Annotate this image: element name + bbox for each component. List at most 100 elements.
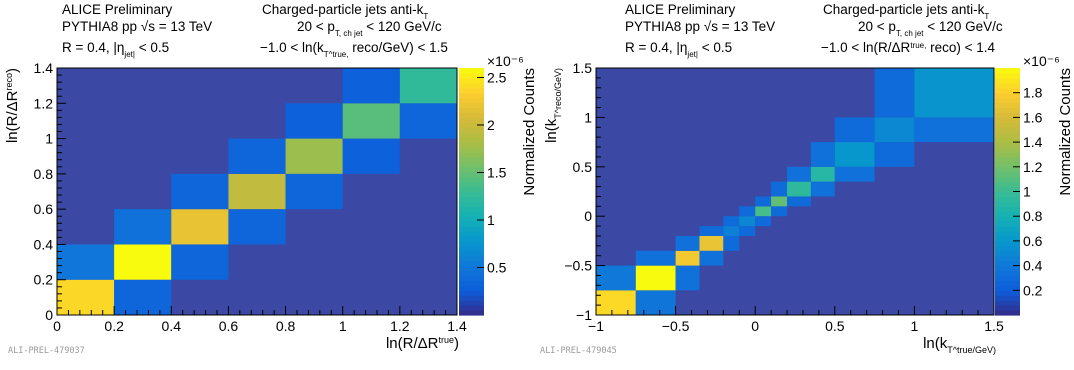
- heatmap-cell: [57, 244, 115, 280]
- heatmap-cell: [699, 235, 724, 251]
- heatmap-cell: [171, 173, 229, 210]
- colorbar-exponent: ×10⁻⁶: [487, 53, 524, 69]
- y-tick-label: 1.2: [34, 95, 54, 111]
- colorbar-segment: [995, 206, 1020, 212]
- heatmap-cell: [771, 181, 788, 197]
- colorbar-label: Normalized Counts: [521, 68, 538, 196]
- x-tick-label: 1.5: [984, 318, 1004, 334]
- header-line2-left: PYTHIA8 pp √s = 13 TeV: [625, 19, 775, 34]
- colorbar-segment: [459, 166, 484, 173]
- colorbar-segment: [459, 275, 484, 282]
- heatmap-cell: [399, 103, 457, 139]
- y-axis-label: ln(R/ΔRreco): [4, 68, 21, 143]
- colorbar-segment: [459, 127, 484, 133]
- colorbar-tick-label: 0.4: [1023, 258, 1043, 274]
- colorbar-segment: [459, 147, 484, 153]
- heatmap-cell: [755, 216, 772, 227]
- colorbar-segment: [459, 72, 484, 79]
- y-tick-label: 0.4: [34, 236, 54, 252]
- y-tick-label: −1: [576, 307, 592, 323]
- colorbar-segment: [995, 290, 1020, 296]
- colorbar-segment: [459, 151, 484, 158]
- colorbar-segment: [995, 221, 1020, 227]
- colorbar-tick-label: 1: [1023, 184, 1031, 200]
- colorbar-segment: [459, 186, 484, 193]
- colorbar-segment: [459, 196, 484, 202]
- colorbar-tick-label: 1.2: [1023, 159, 1043, 175]
- heatmap-cell: [228, 173, 286, 210]
- colorbar-segment: [995, 245, 1020, 252]
- colorbar-segment: [459, 132, 484, 138]
- colorbar-tick-label: 0.8: [1023, 208, 1043, 224]
- heatmap-cell: [874, 117, 915, 143]
- y-axis-label: ln(kT^reco/GeV): [543, 68, 563, 143]
- header-line3-right: −1.0 < ln(kT^true, reco/GeV) < 1.5: [260, 40, 448, 59]
- colorbar-segment: [459, 206, 484, 212]
- x-tick-label: 0.8: [276, 318, 296, 334]
- colorbar-segment: [459, 226, 484, 232]
- panel-right: ALICE Preliminary PYTHIA8 pp √s = 13 TeV R…: [540, 2, 1074, 356]
- colorbar-segment: [459, 156, 484, 163]
- colorbar-segment: [995, 255, 1020, 262]
- y-tick-label: 1.5: [573, 60, 593, 76]
- heatmap-cell: [635, 290, 676, 315]
- colorbar-segment: [995, 176, 1020, 183]
- colorbar-segment: [995, 285, 1020, 291]
- colorbar-segment: [995, 142, 1020, 148]
- colorbar-segment: [995, 72, 1020, 79]
- colorbar-segment: [995, 235, 1020, 242]
- heatmap-cell: [874, 142, 915, 167]
- colorbar-tick-label: 1.5: [487, 165, 507, 181]
- colorbar-segment: [459, 117, 484, 123]
- colorbar-segment: [995, 77, 1020, 84]
- colorbar-segment: [995, 186, 1020, 193]
- heatmap-cell: [399, 68, 457, 104]
- colorbar-segment: [995, 270, 1020, 277]
- heatmap-cell: [228, 209, 286, 245]
- colorbar-segment: [995, 305, 1020, 311]
- colorbar-segment: [995, 87, 1020, 94]
- heatmap-cell: [285, 173, 343, 210]
- colorbar-segment: [995, 107, 1020, 114]
- heatmap-cell: [914, 68, 994, 118]
- header-line1-right: Charged-particle jets anti-kT: [823, 2, 989, 21]
- header-line2-right: 20 < pT, ch jet < 120 GeV/c: [858, 19, 1003, 38]
- heatmap-cell: [171, 209, 229, 245]
- header-line2-left: PYTHIA8 pp √s = 13 TeV: [62, 19, 212, 34]
- heatmap-cell: [723, 216, 740, 227]
- colorbar-segment: [995, 300, 1020, 306]
- colorbar-segment: [459, 201, 484, 207]
- colorbar-segment: [459, 97, 484, 104]
- heatmap-cell: [675, 235, 700, 251]
- colorbar-segment: [459, 176, 484, 183]
- y-tick-label: 0.2: [34, 272, 54, 288]
- heatmap-cell: [171, 244, 229, 280]
- heatmap-cell: [755, 196, 772, 207]
- colorbar-segment: [995, 231, 1020, 237]
- colorbar-segment: [459, 68, 484, 74]
- colorbar-segment: [459, 270, 484, 277]
- colorbar-segment: [995, 196, 1020, 202]
- colorbar-segment: [459, 310, 484, 316]
- colorbar-segment: [995, 147, 1020, 153]
- colorbar-segment: [459, 87, 484, 94]
- colorbar-tick-label: 1.8: [1023, 85, 1043, 101]
- heatmap-cell: [739, 226, 756, 236]
- x-tick-label: 0.4: [162, 318, 182, 334]
- header-line3-left: R = 0.4, |ηjet| < 0.5: [62, 40, 169, 59]
- colorbar-segment: [459, 300, 484, 306]
- colorbar-segment: [459, 181, 484, 188]
- colorbar-exponent: ×10⁻⁶: [1023, 53, 1060, 69]
- x-tick-label: 0.6: [219, 318, 239, 334]
- colorbar-segment: [459, 171, 484, 178]
- colorbar-segment: [995, 92, 1020, 99]
- colorbar-tick-label: 0.2: [1023, 282, 1043, 298]
- colorbar-segment: [459, 191, 484, 198]
- x-tick-label: 0: [53, 318, 61, 334]
- colorbar-segment: [995, 97, 1020, 104]
- header-line1-right: Charged-particle jets anti-kT: [262, 2, 428, 21]
- colorbar-tick-label: 2: [487, 117, 495, 133]
- heatmap-cell: [675, 265, 700, 291]
- colorbar-tick-label: 1.6: [1023, 109, 1043, 125]
- colorbar-segment: [995, 132, 1020, 138]
